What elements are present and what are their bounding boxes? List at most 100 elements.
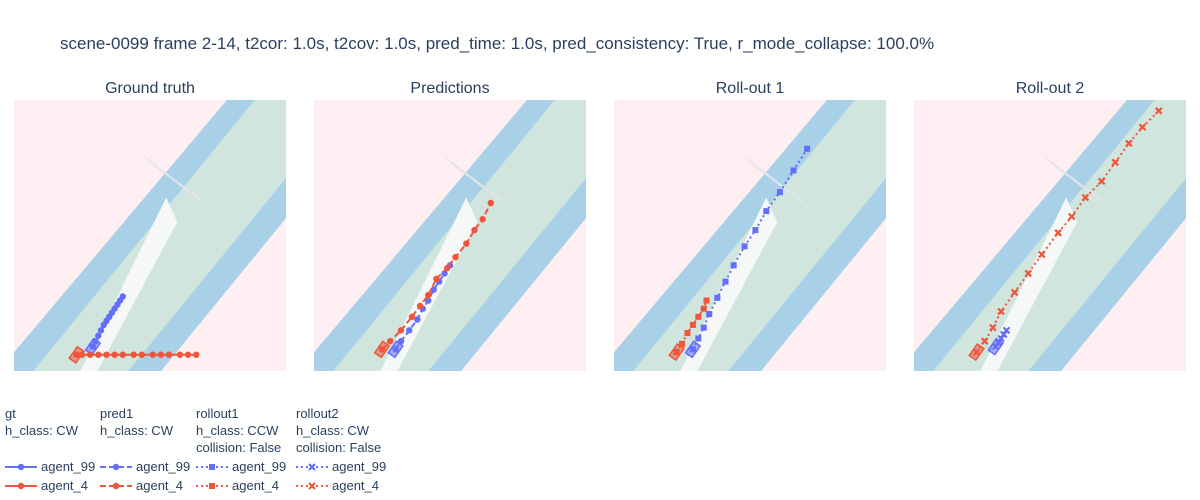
crosswalk <box>441 154 510 209</box>
data-point-agent_99 <box>1002 326 1011 335</box>
subplot-title-rollout-1: Roll-out 1 <box>715 80 785 97</box>
data-point-agent_4 <box>130 351 137 358</box>
data-point-agent_4 <box>397 327 405 334</box>
legend-item-label: agent_99 <box>332 459 387 474</box>
data-point-agent_4 <box>463 240 470 247</box>
data-point-agent_4 <box>1155 107 1163 115</box>
legend-item-label: agent_4 <box>136 478 183 493</box>
data-point-agent_4 <box>1038 250 1046 259</box>
data-point-agent_4 <box>176 351 184 358</box>
data-point-agent_99 <box>97 327 105 334</box>
legend-item-label: agent_99 <box>136 459 191 474</box>
crosswalk <box>141 154 210 209</box>
legend-group: pred1 h_class: CW agent_99 agent_4 <box>100 405 190 493</box>
legend-symbol <box>196 463 228 470</box>
subplot-0 <box>14 100 286 371</box>
legend-item-agent_4[interactable]: agent_4 <box>5 477 88 494</box>
data-point-agent_4 <box>479 216 486 223</box>
legend-symbol <box>100 463 132 470</box>
data-point-agent_4 <box>408 313 416 320</box>
data-point-agent_4 <box>378 346 386 353</box>
data-point-agent_4 <box>673 349 680 356</box>
legend-item-label: agent_4 <box>41 478 88 493</box>
data-point-agent_99 <box>92 337 99 345</box>
data-point-agent_4 <box>689 321 696 328</box>
data-point-agent_4 <box>487 199 494 207</box>
data-point-agent_99 <box>695 335 702 342</box>
legend-group-header: h_class: CW <box>100 423 173 438</box>
data-point-agent_4 <box>1024 269 1033 278</box>
data-point-agent_4 <box>972 348 981 356</box>
data-point-agent_4 <box>165 351 173 358</box>
data-point-agent_99 <box>752 227 759 234</box>
data-point-agent_4 <box>452 253 459 261</box>
data-point-agent_99 <box>406 327 413 334</box>
trajectory-line-agent_4 <box>975 110 1160 353</box>
data-point-agent_99 <box>414 316 421 323</box>
legend-item-agent_4[interactable]: agent_4 <box>196 477 279 494</box>
data-point-agent_4 <box>416 302 424 310</box>
legend-symbol <box>296 462 328 471</box>
data-point-agent_4 <box>980 337 989 345</box>
legend-item-agent_4[interactable]: agent_4 <box>296 477 379 494</box>
data-point-agent_4 <box>471 226 478 234</box>
data-point-agent_99 <box>95 332 102 339</box>
legend-symbol <box>196 482 228 489</box>
legend-group: rollout2 h_class: CW collision: False agent… <box>296 405 386 493</box>
data-point-agent_4 <box>78 351 86 358</box>
data-point-agent_99 <box>700 324 707 331</box>
legend-item-label: agent_99 <box>41 459 96 474</box>
subplot-title-predictions: Predictions <box>410 80 490 97</box>
data-point-agent_4 <box>433 275 440 283</box>
subplot-2 <box>614 100 886 371</box>
data-point-agent_4 <box>1097 177 1106 186</box>
data-point-agent_4 <box>386 337 394 345</box>
legend-item-agent_99[interactable]: agent_99 <box>196 458 286 475</box>
data-point-agent_4 <box>425 291 432 299</box>
data-point-agent_4 <box>444 264 451 272</box>
subplot-title-rollout-2: Roll-out 2 <box>1015 80 1085 97</box>
data-point-agent_99 <box>425 297 432 304</box>
data-point-agent_4 <box>1138 123 1147 131</box>
legend-group-header: pred1 <box>100 406 134 421</box>
subplot-3 <box>914 100 1186 371</box>
legend-group: rollout1 h_class: CCW collision: False agen… <box>196 405 286 493</box>
data-point-agent_4 <box>695 313 702 320</box>
trajectory-line-agent_99 <box>394 264 451 350</box>
legend-group-header: collision: False <box>296 440 382 455</box>
legend-group-header: h_class: CW <box>296 423 369 438</box>
legend-group-header: h_class: CCW <box>196 423 279 438</box>
data-point-agent_4 <box>193 351 200 358</box>
data-point-agent_99 <box>397 337 405 345</box>
subplot-1 <box>314 100 586 371</box>
legend-group: gt h_class: CW agent_99 agent_4 <box>5 405 95 493</box>
legend-item-agent_99[interactable]: agent_99 <box>100 458 190 475</box>
data-point-agent_4 <box>700 305 707 312</box>
data-point-agent_4 <box>103 351 110 358</box>
data-point-agent_99 <box>714 294 721 301</box>
figure-title: scene-0099 frame 2-14, t2cor: 1.0s, t2co… <box>60 34 935 53</box>
data-point-agent_4 <box>1125 139 1133 148</box>
data-point-agent_4 <box>1111 158 1120 167</box>
data-point-agent_99 <box>689 346 696 353</box>
data-point-agent_99 <box>776 189 783 196</box>
data-point-agent_99 <box>119 293 127 300</box>
data-point-agent_99 <box>706 311 713 318</box>
data-point-agent_4 <box>184 351 192 358</box>
data-point-agent_4 <box>684 330 691 337</box>
data-point-agent_99 <box>430 286 437 293</box>
legend-item-agent_4[interactable]: agent_4 <box>100 477 183 494</box>
data-point-agent_99 <box>804 145 811 152</box>
legend-symbol <box>5 482 37 489</box>
legend-item-agent_99[interactable]: agent_99 <box>5 458 95 475</box>
legend-symbol <box>296 481 328 490</box>
legend-group-header: rollout2 <box>296 406 339 421</box>
data-point-agent_4 <box>149 351 156 358</box>
data-point-agent_4 <box>679 340 685 347</box>
legend-item-label: agent_99 <box>232 459 287 474</box>
data-point-agent_4 <box>989 323 997 332</box>
legend-item-agent_99[interactable]: agent_99 <box>296 458 386 475</box>
data-point-agent_4 <box>1067 212 1076 221</box>
data-point-agent_99 <box>763 208 770 215</box>
